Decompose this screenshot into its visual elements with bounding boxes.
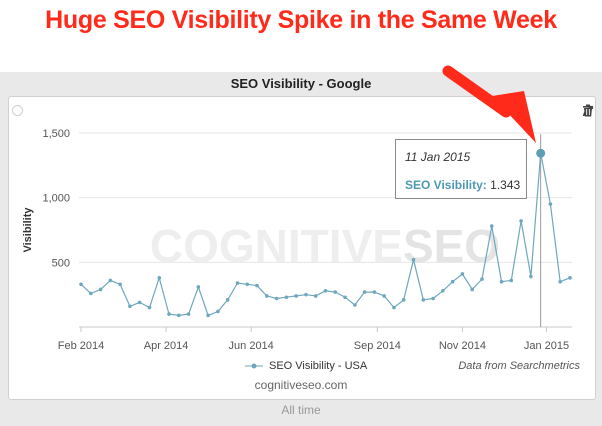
x-tick-label: Apr 2014	[144, 340, 189, 352]
data-point	[186, 312, 191, 316]
data-point	[284, 295, 289, 300]
data-point	[265, 294, 269, 298]
time-range-tab[interactable]: All time	[281, 403, 321, 417]
highlight-point	[536, 148, 546, 158]
y-tick-label: 1,500	[42, 128, 70, 140]
data-point	[362, 290, 367, 294]
legend-label: SEO Visibility - USA	[269, 360, 368, 372]
tooltip-series-label: SEO Visibility:	[405, 178, 487, 192]
data-point	[568, 276, 572, 280]
y-tick-label: 500	[52, 257, 70, 269]
data-point	[88, 291, 93, 296]
data-point	[431, 296, 435, 301]
source-note: Data from Searchmetrics	[458, 360, 580, 372]
y-axis-label: Visibility	[22, 207, 34, 253]
data-tooltip: 11 Jan 2015 SEO Visibility: 1.343	[395, 139, 527, 199]
data-point	[333, 290, 338, 294]
data-point	[235, 281, 240, 285]
data-point	[245, 282, 250, 287]
legend-marker	[245, 363, 263, 369]
data-point	[489, 224, 494, 228]
data-point	[401, 298, 406, 302]
data-point	[421, 298, 426, 302]
tooltip-date: 11 Jan 2015	[405, 150, 471, 164]
select-radio[interactable]	[12, 105, 23, 116]
data-point	[255, 283, 259, 288]
data-point	[382, 294, 386, 298]
data-point	[480, 277, 484, 281]
data-point	[108, 278, 113, 283]
data-point	[294, 294, 298, 298]
data-point	[460, 272, 465, 276]
data-point	[137, 300, 142, 305]
data-point	[128, 304, 132, 309]
data-point	[372, 290, 377, 294]
data-point	[450, 279, 455, 284]
x-tick-label: Feb 2014	[58, 340, 104, 352]
data-point	[167, 312, 171, 316]
data-point	[274, 296, 279, 301]
site-label: cognitiveseo.com	[254, 378, 348, 392]
legend[interactable]: SEO Visibility - USA	[245, 360, 367, 372]
data-point	[519, 219, 523, 223]
x-tick-label: Nov 2014	[439, 340, 486, 352]
data-point	[441, 288, 445, 293]
watermark-part1: COGNITIVE	[150, 220, 403, 272]
x-tick-label: Jun 2014	[229, 340, 274, 352]
data-point	[343, 295, 347, 300]
data-point	[353, 303, 357, 307]
data-point	[548, 202, 553, 206]
data-point	[411, 257, 416, 262]
data-point	[157, 276, 162, 280]
data-point	[529, 274, 533, 279]
data-point	[313, 294, 318, 298]
data-point	[118, 282, 122, 287]
data-point	[206, 313, 210, 318]
y-tick-label: 1,000	[42, 193, 70, 205]
data-point	[392, 305, 396, 310]
watermark-part2: SEO	[403, 220, 500, 272]
data-point	[509, 278, 514, 283]
data-point	[98, 287, 103, 292]
data-point	[216, 309, 220, 314]
data-point	[225, 298, 230, 302]
panel-title: SEO Visibility - Google	[230, 76, 372, 91]
x-tick-label: Jan 2015	[524, 340, 569, 352]
data-point	[470, 287, 475, 292]
data-point	[177, 313, 181, 318]
headline: Huge SEO Visibility Spike in the Same We…	[45, 6, 557, 34]
data-point	[323, 288, 328, 293]
data-point	[79, 282, 83, 287]
tooltip-value: 1.343	[490, 178, 521, 192]
data-point	[147, 305, 152, 310]
x-tick-label: Sep 2014	[354, 340, 401, 352]
annotation-arrow	[442, 65, 536, 143]
data-point	[499, 279, 504, 284]
data-point	[304, 292, 308, 297]
data-point	[558, 279, 563, 284]
data-point	[196, 285, 201, 289]
watermark: COGNITIVESEO	[150, 220, 500, 272]
